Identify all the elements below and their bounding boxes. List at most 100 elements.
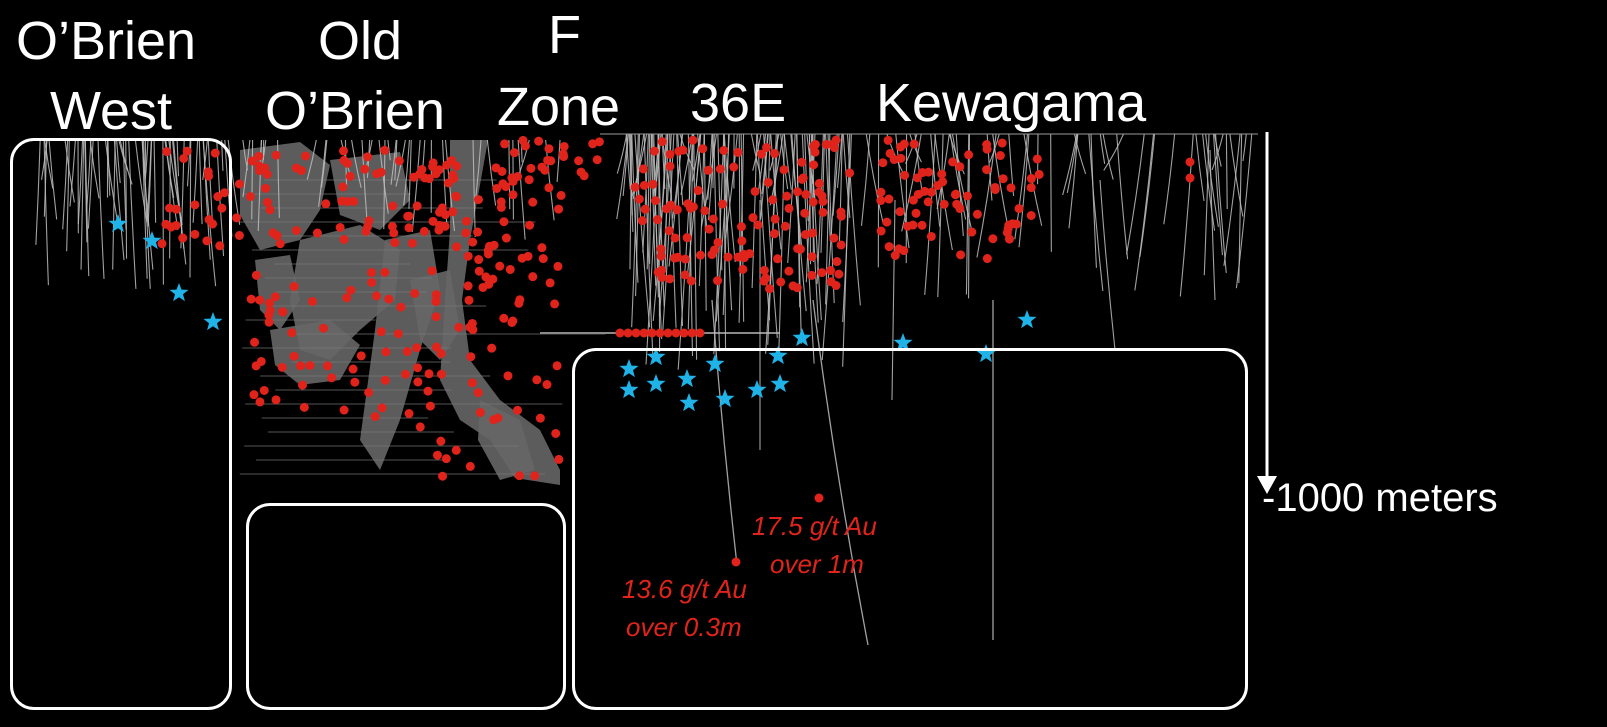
drill-trace [556, 139, 561, 183]
drill-trace [77, 139, 84, 225]
red-dot-icon [468, 325, 478, 335]
red-dot-icon [793, 244, 803, 254]
red-dot-icon [264, 310, 274, 320]
red-dot-icon [475, 408, 485, 418]
red-dot-icon [1026, 174, 1036, 184]
depth-label: -1000 meters [1262, 476, 1498, 520]
zone-label-obrien-west-line2: West [50, 81, 173, 141]
red-dot-icon [431, 290, 441, 300]
red-dot-icon [501, 233, 511, 243]
red-dot-icon [739, 249, 749, 259]
drill-trace [80, 139, 85, 270]
red-dot-icon [441, 454, 451, 464]
drill-trace [842, 133, 851, 219]
red-dot-icon [652, 215, 662, 225]
red-dot-icon [182, 146, 192, 156]
drill-trace [622, 133, 629, 197]
red-dot-icon [427, 266, 437, 276]
red-dot-icon [515, 295, 525, 305]
drill-trace [767, 133, 777, 345]
red-dot-icon [247, 156, 257, 166]
red-dot-icon [431, 342, 441, 352]
red-dot-icon [394, 156, 404, 166]
red-dot-icon [338, 146, 348, 156]
star-icon [679, 393, 699, 412]
red-dot-icon [261, 183, 271, 193]
drill-trace [625, 133, 631, 190]
red-dot-icon [759, 265, 769, 275]
red-dot-icon [655, 328, 665, 338]
red-dot-icon [649, 146, 659, 156]
red-dot-icon [532, 375, 542, 385]
red-dot-icon [489, 415, 499, 425]
red-dot-icon [356, 351, 366, 361]
red-dot-icon [451, 445, 461, 455]
red-dot-icon [342, 293, 352, 303]
red-dot-icon [384, 294, 394, 304]
drill-trace [277, 139, 280, 218]
star-icon [705, 354, 725, 373]
red-dot-icon [687, 328, 697, 338]
red-dot-icon [424, 174, 434, 184]
red-dot-icon [640, 204, 650, 214]
red-dot-icon [249, 390, 259, 400]
red-dot-icon [876, 226, 886, 236]
red-dot-icon [161, 219, 171, 229]
drill-trace [751, 133, 758, 289]
red-dot-icon [665, 149, 675, 159]
red-dot-icon [917, 220, 927, 230]
red-dot-icon [217, 203, 227, 213]
red-dot-icon [440, 221, 450, 231]
red-dot-icon [246, 294, 256, 304]
red-dot-icon [756, 149, 766, 159]
red-dot-icon [403, 211, 413, 221]
red-dot-icon [729, 162, 739, 172]
red-dot-icon [255, 295, 265, 305]
red-dot-icon [203, 167, 213, 177]
red-dot-icon [845, 168, 855, 178]
drill-trace [97, 139, 105, 279]
red-dot-icon [588, 139, 598, 149]
red-dot-icon [1034, 169, 1044, 179]
drill-trace [692, 133, 701, 182]
drill-trace [318, 139, 327, 207]
red-dot-icon [656, 244, 666, 254]
drill-trace [838, 133, 843, 242]
drill-trace [164, 139, 175, 199]
drill-trace [616, 133, 629, 220]
red-dot-icon [390, 238, 400, 248]
red-dot-icon [372, 291, 382, 301]
red-dot-icon [350, 377, 360, 387]
red-dot-icon [768, 195, 778, 205]
red-dot-icon [259, 385, 269, 395]
red-dot-icon [663, 328, 673, 338]
red-dot-icon [884, 194, 894, 204]
red-dot-icon [466, 352, 476, 362]
drill-trace [257, 139, 262, 232]
drill-trace [62, 139, 69, 230]
red-dot-icon [393, 329, 403, 339]
intercept-note-1: 17.5 g/t Au over 1m [752, 507, 877, 583]
red-dot-icon [213, 192, 223, 202]
red-dot-icon [809, 141, 819, 151]
red-dot-icon [499, 217, 509, 227]
red-dot-icon [1026, 210, 1036, 220]
drill-trace [1203, 133, 1210, 276]
red-dot-icon [289, 351, 299, 361]
star-icon [747, 380, 767, 399]
drill-trace [64, 139, 75, 203]
red-dot-icon [338, 182, 348, 192]
drill-trace [723, 133, 727, 351]
drill-trace [810, 133, 822, 321]
red-dot-icon [464, 295, 474, 305]
red-dot-icon [736, 222, 746, 232]
drill-trace [35, 139, 41, 245]
red-dot-icon [738, 264, 748, 274]
drill-trace [949, 133, 967, 220]
red-dot-icon [530, 471, 540, 481]
red-dot-icon [367, 267, 377, 277]
drill-trace [629, 133, 633, 216]
drill-trace [85, 139, 92, 214]
red-dot-icon [558, 149, 568, 159]
